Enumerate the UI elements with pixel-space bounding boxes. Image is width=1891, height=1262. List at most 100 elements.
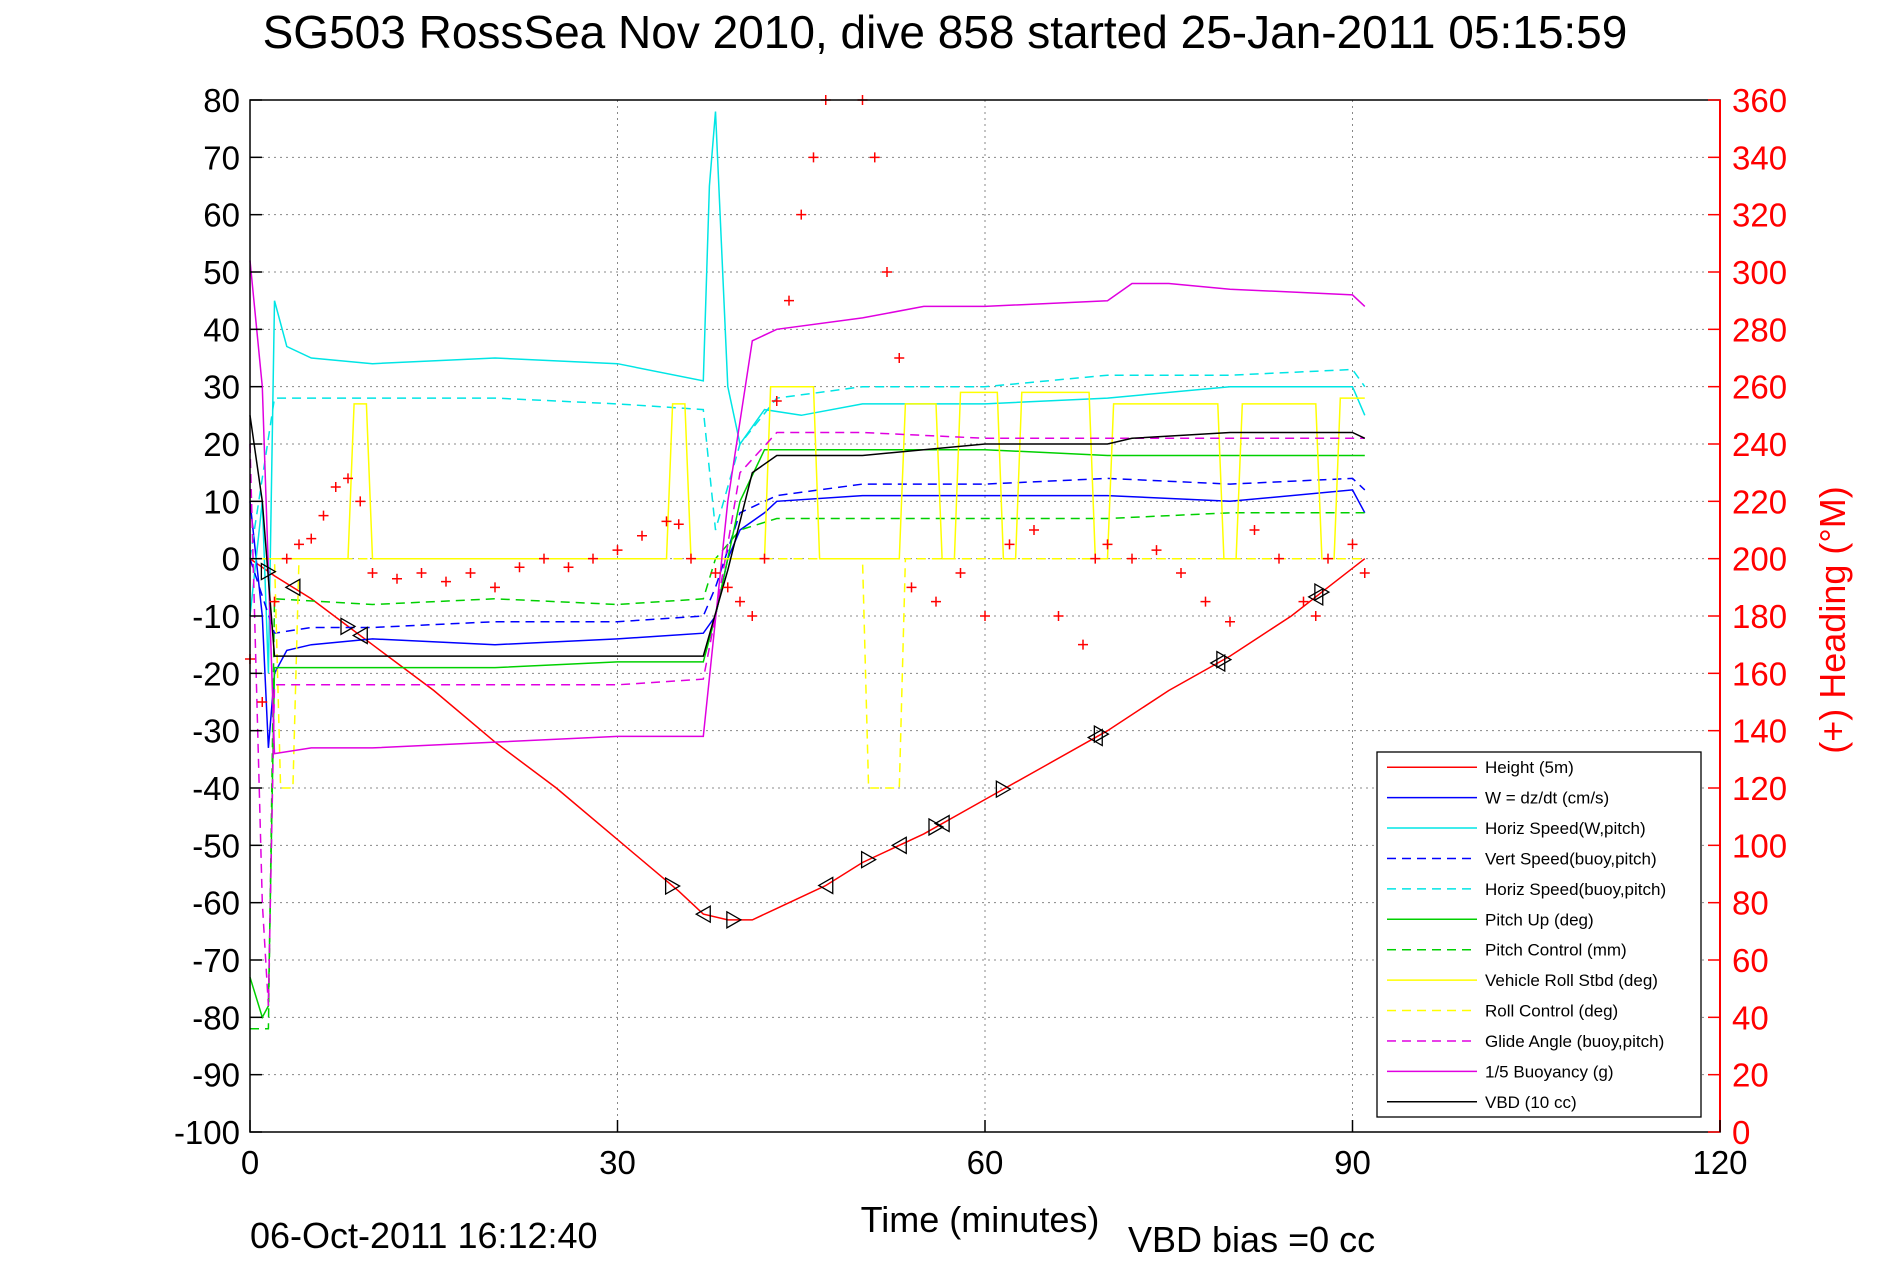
y-tick-label: 60	[203, 197, 240, 234]
heading-point	[416, 568, 427, 578]
y2-tick-label: 180	[1732, 598, 1787, 635]
y2-tick-label: 340	[1732, 139, 1787, 176]
triangle-marker	[933, 814, 950, 833]
y-tick-label: -100	[174, 1114, 240, 1151]
x-tick-label: 30	[599, 1144, 636, 1181]
heading-point	[281, 553, 292, 564]
y2-tick-label: 0	[1732, 1114, 1750, 1151]
heading-point	[1151, 545, 1162, 556]
legend: Height (5m) W = dz/dt (cm/s) Horiz Speed(W…	[1376, 751, 1702, 1118]
heading-point	[330, 482, 341, 492]
series-line	[250, 385, 1365, 560]
right-axis-label: (+) Heading (°M)	[1812, 486, 1853, 753]
heading-point	[735, 596, 745, 607]
legend-entry: Pitch Control (mm)	[1485, 941, 1627, 960]
heading-point	[808, 152, 819, 163]
heading-point	[588, 553, 598, 564]
y-tick-label: 30	[203, 369, 240, 406]
heading-point	[1298, 596, 1309, 607]
triangle-marker	[726, 910, 743, 929]
heading-point	[1347, 539, 1358, 550]
legend-entry: Glide Angle (buoy,pitch)	[1485, 1032, 1664, 1051]
heading-point	[563, 562, 574, 573]
triangle-marker	[260, 562, 277, 581]
heading-point	[1310, 611, 1321, 621]
y-tick-label: 10	[203, 483, 240, 520]
triangle-marker	[340, 617, 357, 636]
series-line	[249, 558, 1366, 921]
heading-point	[661, 516, 672, 527]
y-tick-label: 80	[203, 82, 240, 119]
heading-point	[306, 533, 317, 544]
y-tick-label: -80	[192, 999, 240, 1036]
heading-point	[343, 473, 353, 484]
y-tick-label: 0	[222, 541, 240, 578]
y2-tick-label: 220	[1732, 483, 1787, 520]
heading-point	[637, 530, 647, 541]
heading-point	[955, 568, 966, 578]
triangle-marker	[284, 578, 301, 597]
footer-timestamp: 06-Oct-2011 16:12:40	[250, 1215, 598, 1256]
series-line	[250, 557, 1365, 789]
heading-point	[1176, 568, 1186, 578]
legend-entry: Horiz Speed(buoy,pitch)	[1485, 880, 1666, 899]
heading-point	[1102, 539, 1113, 550]
triangle-marker	[1307, 587, 1324, 607]
legend-box	[1376, 751, 1702, 1118]
legend-entry: 1/5 Buoyancy (g)	[1485, 1062, 1614, 1081]
y-tick-label: -20	[192, 655, 240, 692]
heading-point	[1053, 611, 1064, 621]
triangle-marker	[351, 626, 368, 645]
heading-point	[771, 396, 782, 406]
y2-tick-label: 320	[1732, 197, 1787, 234]
heading-point	[796, 209, 807, 220]
legend-entry: Vehicle Roll Stbd (deg)	[1485, 971, 1658, 990]
series-line	[249, 260, 1366, 755]
heading-point	[710, 568, 721, 578]
heading-point	[1274, 553, 1284, 564]
y-tick-label: -70	[192, 942, 240, 979]
x-tick-label: 0	[241, 1144, 259, 1181]
y-tick-label: -60	[192, 885, 240, 922]
heading-point	[1078, 639, 1088, 650]
y-tick-label: -10	[192, 598, 240, 635]
left-axis: 80 70 60 50 40 30 20 10 0 -10 -20 -30 -40 -50 -60 -70 -8…	[174, 82, 262, 1151]
heading-point	[1359, 568, 1370, 578]
y-tick-label: 70	[203, 139, 240, 176]
triangle-marker	[995, 780, 1012, 799]
heading-point	[318, 510, 329, 521]
series-line	[250, 512, 1365, 1030]
legend-entry: W = dz/dt (cm/s)	[1485, 789, 1609, 808]
heading-point	[869, 152, 880, 163]
heading-point	[1249, 525, 1260, 535]
heading-point	[759, 553, 770, 564]
heading-point	[392, 573, 402, 584]
y2-tick-label: 360	[1732, 82, 1787, 119]
y2-tick-label: 260	[1732, 369, 1787, 406]
heading-point	[490, 582, 500, 593]
heading-point	[1004, 539, 1015, 550]
heading-point	[686, 553, 696, 564]
heading-point	[367, 568, 378, 578]
heading-point	[906, 582, 917, 593]
y2-tick-label: 300	[1732, 254, 1787, 291]
y2-tick-label: 280	[1732, 311, 1787, 348]
series-line	[249, 448, 1365, 1020]
y2-tick-label: 40	[1732, 999, 1769, 1036]
y-tick-label: 40	[203, 311, 240, 348]
heading-point	[269, 596, 280, 607]
y-tick-label: -90	[192, 1057, 240, 1094]
right-axis: 3603403203002802602402202001801601401201…	[1708, 82, 1787, 1151]
y2-tick-label: 200	[1732, 541, 1787, 578]
heading-point	[747, 611, 758, 621]
y2-tick-label: 140	[1732, 713, 1787, 750]
heading-point	[465, 568, 476, 578]
y2-tick-label: 240	[1732, 426, 1787, 463]
heading-point	[514, 562, 525, 573]
heading-point	[673, 519, 684, 530]
heading-point	[980, 611, 990, 621]
heading-point	[1127, 553, 1137, 564]
legend-entry: Vert Speed(buoy,pitch)	[1485, 849, 1657, 868]
heading-point	[294, 539, 304, 550]
y2-tick-label: 160	[1732, 655, 1787, 692]
